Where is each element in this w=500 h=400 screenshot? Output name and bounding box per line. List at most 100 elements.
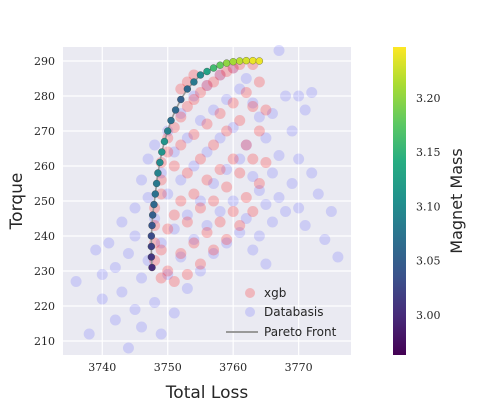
databasis-point bbox=[312, 188, 324, 200]
colorbar-gradient bbox=[393, 47, 406, 355]
xgb-point bbox=[168, 209, 180, 221]
xgb-point bbox=[253, 76, 265, 88]
pareto-point bbox=[147, 242, 156, 251]
databasis-point bbox=[221, 237, 233, 249]
xgb-point bbox=[155, 272, 167, 284]
xgb-point bbox=[188, 188, 200, 200]
xgb-point bbox=[162, 146, 174, 158]
pareto-point bbox=[255, 57, 264, 65]
databasis-point bbox=[299, 104, 311, 116]
y-tick-label: 250 bbox=[34, 195, 55, 208]
databasis-point bbox=[129, 202, 141, 214]
databasis-point bbox=[129, 304, 141, 315]
databasis-point bbox=[181, 132, 193, 144]
xgb-point bbox=[188, 237, 200, 249]
databasis-point bbox=[208, 178, 220, 189]
axes: Total Loss Torque 3740 3750 3760 3770 210 220… bbox=[7, 55, 313, 400]
databasis-point bbox=[260, 132, 272, 144]
pareto-point bbox=[148, 221, 156, 230]
databasis-point bbox=[168, 223, 180, 235]
databasis-point bbox=[188, 160, 200, 172]
databasis-point bbox=[332, 251, 344, 263]
xgb-point bbox=[214, 108, 226, 119]
pareto-point bbox=[147, 232, 156, 240]
databasis-point bbox=[181, 283, 193, 294]
databasis-point bbox=[70, 276, 82, 287]
colorbar-tick-label: 3.20 bbox=[416, 92, 441, 105]
databasis-point bbox=[175, 251, 187, 263]
databasis-point bbox=[214, 206, 226, 217]
databasis-point bbox=[293, 90, 305, 102]
databasis-point bbox=[122, 342, 134, 354]
y-tick-label: 260 bbox=[34, 160, 55, 173]
legend-label-pareto-front: Pareto Front bbox=[264, 325, 337, 339]
databasis-point bbox=[273, 192, 285, 203]
databasis-point bbox=[142, 192, 154, 203]
xgb-point bbox=[168, 160, 180, 172]
colorbar-tick-label: 3.15 bbox=[416, 146, 441, 159]
databasis-point bbox=[168, 307, 180, 319]
x-tick-label: 3770 bbox=[285, 361, 313, 374]
databasis-point bbox=[142, 153, 154, 165]
databasis-point bbox=[162, 269, 174, 280]
pareto-point bbox=[149, 211, 157, 219]
pareto-point bbox=[160, 137, 169, 146]
databasis-point bbox=[136, 321, 148, 333]
colorbar-tick-label: 3.10 bbox=[416, 200, 441, 213]
legend-marker-xgb bbox=[245, 288, 255, 298]
databasis-point bbox=[280, 90, 292, 102]
xgb-point bbox=[247, 153, 259, 165]
pareto-point bbox=[203, 67, 211, 76]
databasis-point bbox=[253, 230, 265, 242]
databasis-point bbox=[247, 244, 259, 256]
x-tick-label: 3750 bbox=[154, 361, 182, 374]
xgb-point bbox=[234, 220, 246, 231]
databasis-point bbox=[175, 174, 187, 186]
xgb-point bbox=[234, 167, 246, 179]
data-layer bbox=[70, 45, 344, 354]
xgb-point bbox=[155, 244, 167, 256]
databasis-point bbox=[181, 209, 193, 221]
databasis-point bbox=[103, 237, 115, 249]
xgb-point bbox=[253, 125, 265, 137]
databasis-point bbox=[325, 206, 337, 217]
y-tick-label: 230 bbox=[34, 265, 55, 278]
databasis-point bbox=[240, 73, 252, 84]
xgb-point bbox=[181, 216, 193, 228]
databasis-point bbox=[162, 188, 174, 200]
databasis-point bbox=[260, 199, 272, 210]
databasis-point bbox=[293, 202, 305, 214]
databasis-point bbox=[149, 139, 161, 151]
xgb-point bbox=[201, 227, 213, 238]
databasis-point bbox=[208, 104, 220, 116]
xgb-point bbox=[214, 164, 226, 175]
databasis-point bbox=[188, 90, 200, 102]
colorbar: Magnet Mass 3.00 3.05 3.10 3.15 3.20 bbox=[393, 47, 466, 355]
xgb-point bbox=[188, 129, 200, 140]
databasis-point bbox=[234, 227, 246, 238]
xgb-point bbox=[175, 111, 187, 123]
databasis-point bbox=[155, 237, 167, 249]
pareto-point bbox=[249, 57, 257, 65]
pareto-point bbox=[177, 95, 185, 104]
databasis-point bbox=[109, 262, 121, 273]
pareto-point bbox=[236, 57, 244, 65]
pareto-point bbox=[152, 179, 161, 188]
databasis-point bbox=[273, 45, 285, 56]
legend-label-xgb: xgb bbox=[264, 286, 286, 300]
xgb-point bbox=[227, 97, 239, 109]
databasis-point bbox=[96, 269, 108, 280]
y-tick-label: 220 bbox=[34, 300, 55, 313]
databasis-point bbox=[116, 286, 128, 298]
databasis-point bbox=[136, 272, 148, 284]
databasis-point bbox=[247, 97, 259, 109]
pareto-point bbox=[209, 64, 218, 72]
databasis-point bbox=[96, 293, 108, 305]
xgb-point bbox=[227, 62, 239, 74]
legend-marker-databasis bbox=[245, 307, 255, 317]
databasis-point bbox=[188, 234, 200, 245]
xgb-point bbox=[227, 206, 239, 217]
y-tick-label: 280 bbox=[34, 90, 55, 103]
databasis-point bbox=[253, 185, 265, 196]
